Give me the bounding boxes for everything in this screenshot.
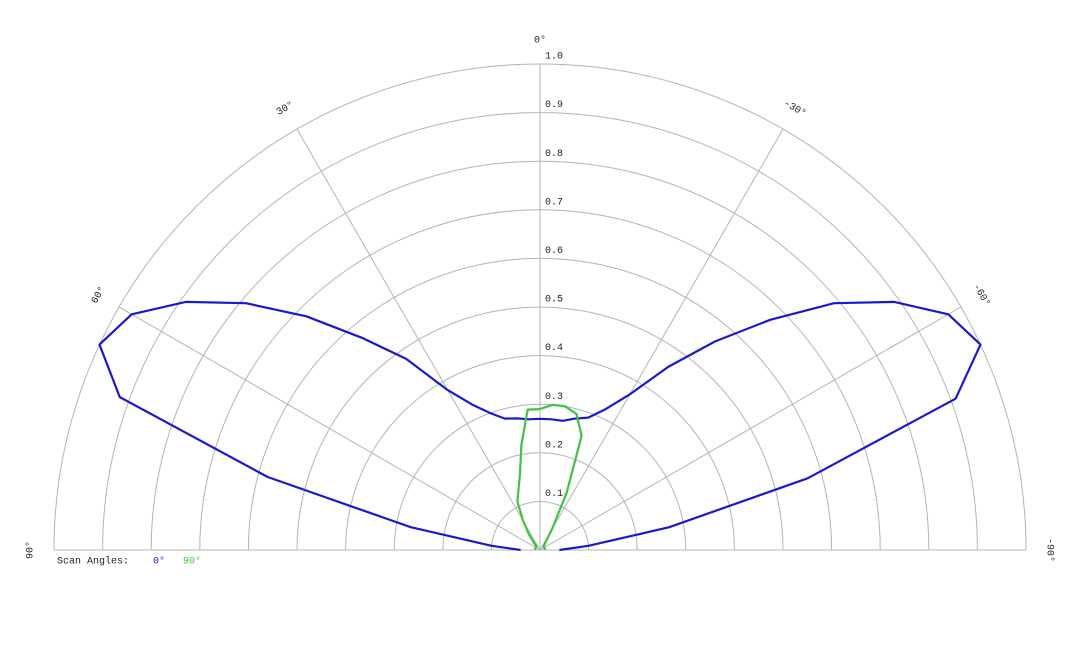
r-tick-label: 0.4 xyxy=(545,343,563,354)
angle-tick-label: -30° xyxy=(781,98,808,120)
r-tick-label: 1.0 xyxy=(545,52,563,63)
grid-spoke xyxy=(118,306,541,551)
r-tick-label: 0.9 xyxy=(545,100,563,111)
legend-entry: 0° xyxy=(153,556,165,568)
grid-spoke xyxy=(296,128,541,551)
r-tick-label: 0.5 xyxy=(545,295,563,306)
r-tick-label: 0.1 xyxy=(545,489,563,500)
angle-tick-label: -60° xyxy=(970,282,992,309)
series-line xyxy=(98,300,982,552)
angle-tick-label: 0° xyxy=(534,35,546,47)
grid-spoke xyxy=(539,128,784,551)
angle-tick-label: 60° xyxy=(89,285,108,307)
r-tick-label: 0.7 xyxy=(545,197,563,208)
grid-spoke xyxy=(539,306,962,551)
r-tick-label: 0.8 xyxy=(545,149,563,160)
r-tick-label: 0.2 xyxy=(545,440,563,451)
angle-tick-label: 30° xyxy=(275,99,297,118)
r-tick-label: 0.3 xyxy=(545,392,563,403)
angle-tick-label: 90° xyxy=(25,541,37,559)
series-line xyxy=(516,403,583,551)
legend-title: Scan Angles: xyxy=(57,556,129,568)
legend-entry: 90° xyxy=(183,556,201,568)
r-tick-label: 0.6 xyxy=(545,246,563,257)
angle-tick-label: -90° xyxy=(1043,538,1055,562)
